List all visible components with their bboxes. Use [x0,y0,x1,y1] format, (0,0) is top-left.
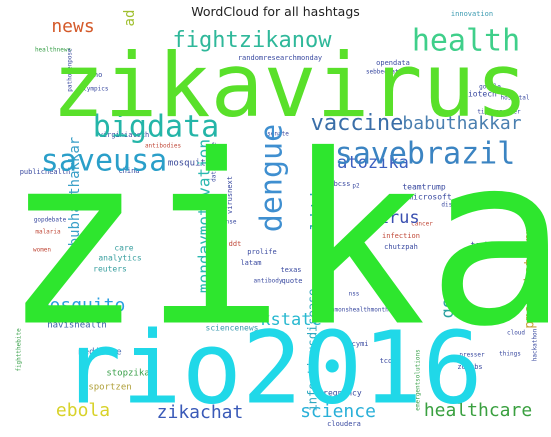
word-women: women [33,247,51,254]
word-google: google [479,84,501,91]
word-mosquito: mosquito [39,295,126,316]
word-dengue: dengue [255,124,290,232]
word-tech: tech [470,241,489,250]
word-emergentsolutions: emergentsolutions [415,349,422,411]
word-kstate: kstate [260,310,321,330]
word-microsoft: microsoft [408,193,452,202]
word-cancer: cancer [411,221,433,228]
word-nss: nss [349,291,360,298]
word-cloudera: cloudera [327,420,361,428]
word-hospital: hospital [501,95,530,102]
word-response: response [208,219,237,226]
word-publichealth: publichealth [20,168,71,176]
word-medicine: medicine [78,348,121,358]
word-sebbecpate: sebbecpate [366,69,403,76]
word-senate: senate [267,131,289,138]
word-antibody: antibody [254,278,283,285]
word-virusnext: virusnext [226,176,234,214]
word-prolife: prolife [247,248,277,256]
word-healthcare: healthcare [424,400,532,421]
word-tcot: tcot [380,357,397,365]
word-babubhaithakkar: babubhaithakkar [67,137,83,263]
word-mosquitoes: mosquitoes [168,159,222,169]
word-p2: p2 [352,183,360,190]
word-vaccine: vaccine [311,111,404,136]
word-virginiatech: virginiatech [99,131,150,139]
word-babuthakkar: babuthakkar [402,113,521,134]
word-teamtrump: teamtrump [402,183,446,192]
word-infectiousdisease: infectiousdisease [306,289,320,412]
word-health: health [412,24,520,59]
word-healthnews: healthnews [35,47,72,54]
word-unmonshealthmonth: unmonshealthmonth [327,307,389,314]
word-rio2016: rio2016 [61,309,482,426]
word-bigdata: bigdata [93,110,219,145]
word-opendata: opendata [376,59,410,67]
word-analytics: analytics [98,254,142,263]
word-reuters: reuters [93,265,127,274]
word-politics: politics [308,169,328,251]
word-innovation: innovation [451,10,493,18]
word-saveusa: saveusa [41,144,167,179]
word-fightthebite: fightthebite [16,328,23,372]
word-biotech: biotech [463,90,497,99]
word-china: china [118,167,139,175]
word-pmspeakstoarnab: pmspeakstoarnab [523,211,538,329]
word-texas: texas [280,266,301,274]
word-zikachat: zikachat [157,402,244,423]
word-chutzpah: chutzpah [384,243,418,251]
word-scymi: scymi [347,340,368,348]
word-ebola: ebola [56,400,110,421]
word-sciencenews: sciencenews [206,324,259,333]
word-pregnancy: pregnancy [318,389,362,398]
word-antibodies: antibodies [145,143,182,150]
word-zoezbs: zoezbs [457,363,482,371]
word-gopdebate: gopdebate [34,217,67,224]
word-cloud: cloud [507,330,525,337]
word-zika: zika [2,105,551,378]
word-datascience: datascience [211,142,218,182]
word-navishealth: navishealth [47,321,107,331]
word-disease: disease [441,202,467,209]
word-gno: gno [90,71,103,79]
word-pathogenpose: pathogenpose [67,48,74,92]
word-things: things [499,351,521,358]
word-quote: quote [281,277,302,285]
word-stopzika: stopzika [106,369,149,379]
word-infection: infection [382,232,420,240]
word-ad: ad [122,10,138,27]
word-latam: latam [240,259,261,267]
word-virus: virus [368,208,419,228]
word-care: care [114,244,133,253]
chart-title: WordCloud for all hashtags [191,4,360,19]
word-ddt: ddt [229,240,242,248]
word-atozika: atozika [337,153,409,173]
word-science: science [300,401,376,422]
word-randomresearchmonday: randomresearchmonday [238,54,322,62]
word-mondaymotivation: mondaymotivation [195,139,214,293]
word-sportzen: sportzen [88,383,131,393]
word-olympics: olympics [80,86,109,93]
word-zikavirus: zikavirus [52,34,529,137]
word-fightzikanow: fightzikanow [173,28,333,53]
word-hackathon: hackathon [532,328,539,361]
word-tiptoescover: tiptoescover [477,109,521,116]
word-bcss: bcss [334,180,351,188]
word-news: news [51,16,94,37]
word-presser: presser [459,352,485,359]
word-gop: gop [438,288,458,319]
word-malaria: malaria [35,229,61,236]
word-savebrazil: savebrazil [335,137,516,172]
